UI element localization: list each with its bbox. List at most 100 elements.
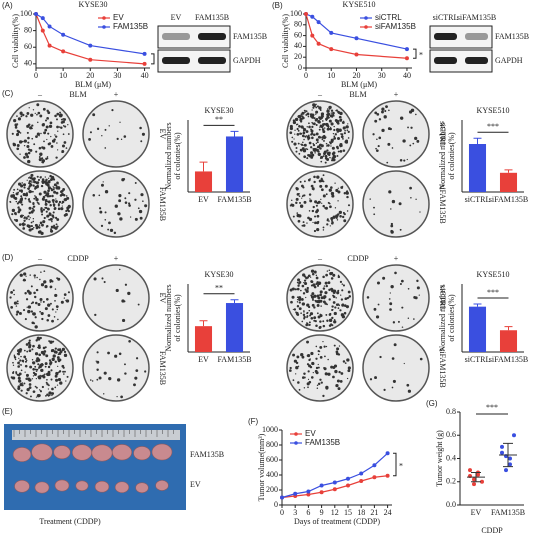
colony — [325, 142, 328, 145]
data-point — [316, 41, 321, 46]
blot-band — [162, 57, 190, 64]
colony — [38, 146, 42, 150]
bar — [499, 172, 518, 192]
colony — [296, 298, 299, 301]
data-point — [359, 471, 364, 476]
colony — [303, 310, 305, 312]
colony — [27, 136, 30, 140]
colony — [96, 360, 100, 364]
colony — [322, 130, 326, 134]
data-point — [476, 472, 480, 477]
colony — [316, 175, 320, 179]
colony — [18, 140, 23, 144]
colony — [330, 138, 334, 142]
blot-band — [162, 33, 190, 40]
colony — [27, 148, 31, 151]
colony — [335, 121, 338, 124]
colony — [392, 379, 396, 383]
colony — [379, 355, 382, 359]
colony — [301, 197, 303, 199]
colony — [342, 126, 346, 130]
colony — [65, 299, 70, 303]
data-point — [306, 492, 311, 497]
colony — [17, 376, 21, 380]
colony — [116, 378, 121, 382]
colony — [16, 115, 18, 117]
colony — [128, 339, 131, 343]
colony — [301, 302, 306, 306]
data-point — [508, 456, 512, 461]
y-tick-label: 20 — [294, 52, 302, 61]
colony — [93, 277, 97, 281]
colony — [128, 202, 131, 205]
colony — [312, 363, 315, 365]
colony — [32, 220, 35, 223]
data-point — [468, 468, 472, 473]
colony — [413, 318, 415, 320]
colony — [19, 350, 22, 353]
colony — [19, 382, 23, 387]
data-point — [34, 12, 38, 16]
colony — [92, 113, 96, 117]
colony — [42, 195, 46, 199]
colony — [39, 336, 42, 340]
colony — [291, 136, 294, 139]
colony — [12, 289, 15, 292]
colony — [49, 121, 53, 125]
colony — [334, 133, 337, 136]
tumor — [133, 446, 151, 461]
colony — [398, 202, 402, 206]
colony — [42, 346, 46, 350]
colony — [16, 129, 19, 133]
colony — [27, 341, 31, 345]
colony — [48, 179, 51, 183]
colony — [316, 312, 319, 315]
colony — [26, 350, 29, 353]
colony — [331, 289, 334, 292]
colony — [325, 193, 328, 196]
colony — [117, 212, 121, 216]
colony — [17, 302, 19, 305]
colony — [330, 219, 333, 222]
colony — [401, 326, 404, 328]
colony — [65, 380, 67, 382]
blot-band — [198, 33, 226, 40]
colony — [381, 128, 385, 133]
colony — [310, 146, 313, 149]
colony — [35, 181, 39, 185]
colony — [329, 205, 332, 209]
colony — [23, 349, 26, 352]
colony — [330, 323, 332, 326]
data-point — [404, 56, 409, 61]
colony — [14, 126, 18, 129]
colony — [315, 366, 319, 370]
colony — [45, 200, 48, 203]
colony — [372, 133, 375, 136]
colony — [27, 123, 31, 126]
colony — [49, 340, 53, 344]
colony — [380, 110, 384, 114]
colony — [390, 222, 394, 226]
colony — [399, 228, 402, 231]
colony — [316, 284, 320, 287]
colony — [25, 378, 27, 380]
data-point — [88, 43, 93, 48]
condition-label: + — [114, 90, 119, 99]
colony — [306, 303, 310, 307]
colony — [66, 375, 69, 378]
colony — [50, 378, 53, 381]
colony — [325, 284, 328, 288]
colony — [24, 193, 29, 197]
colony — [326, 223, 329, 226]
colony — [92, 194, 96, 197]
colony — [321, 202, 323, 204]
data-point — [354, 52, 359, 57]
colony — [303, 275, 307, 278]
colony — [40, 350, 44, 355]
colony — [374, 111, 378, 115]
colony — [324, 302, 327, 305]
colony — [40, 209, 43, 212]
colony — [300, 132, 303, 135]
colony — [307, 216, 310, 220]
data-point — [385, 451, 390, 456]
